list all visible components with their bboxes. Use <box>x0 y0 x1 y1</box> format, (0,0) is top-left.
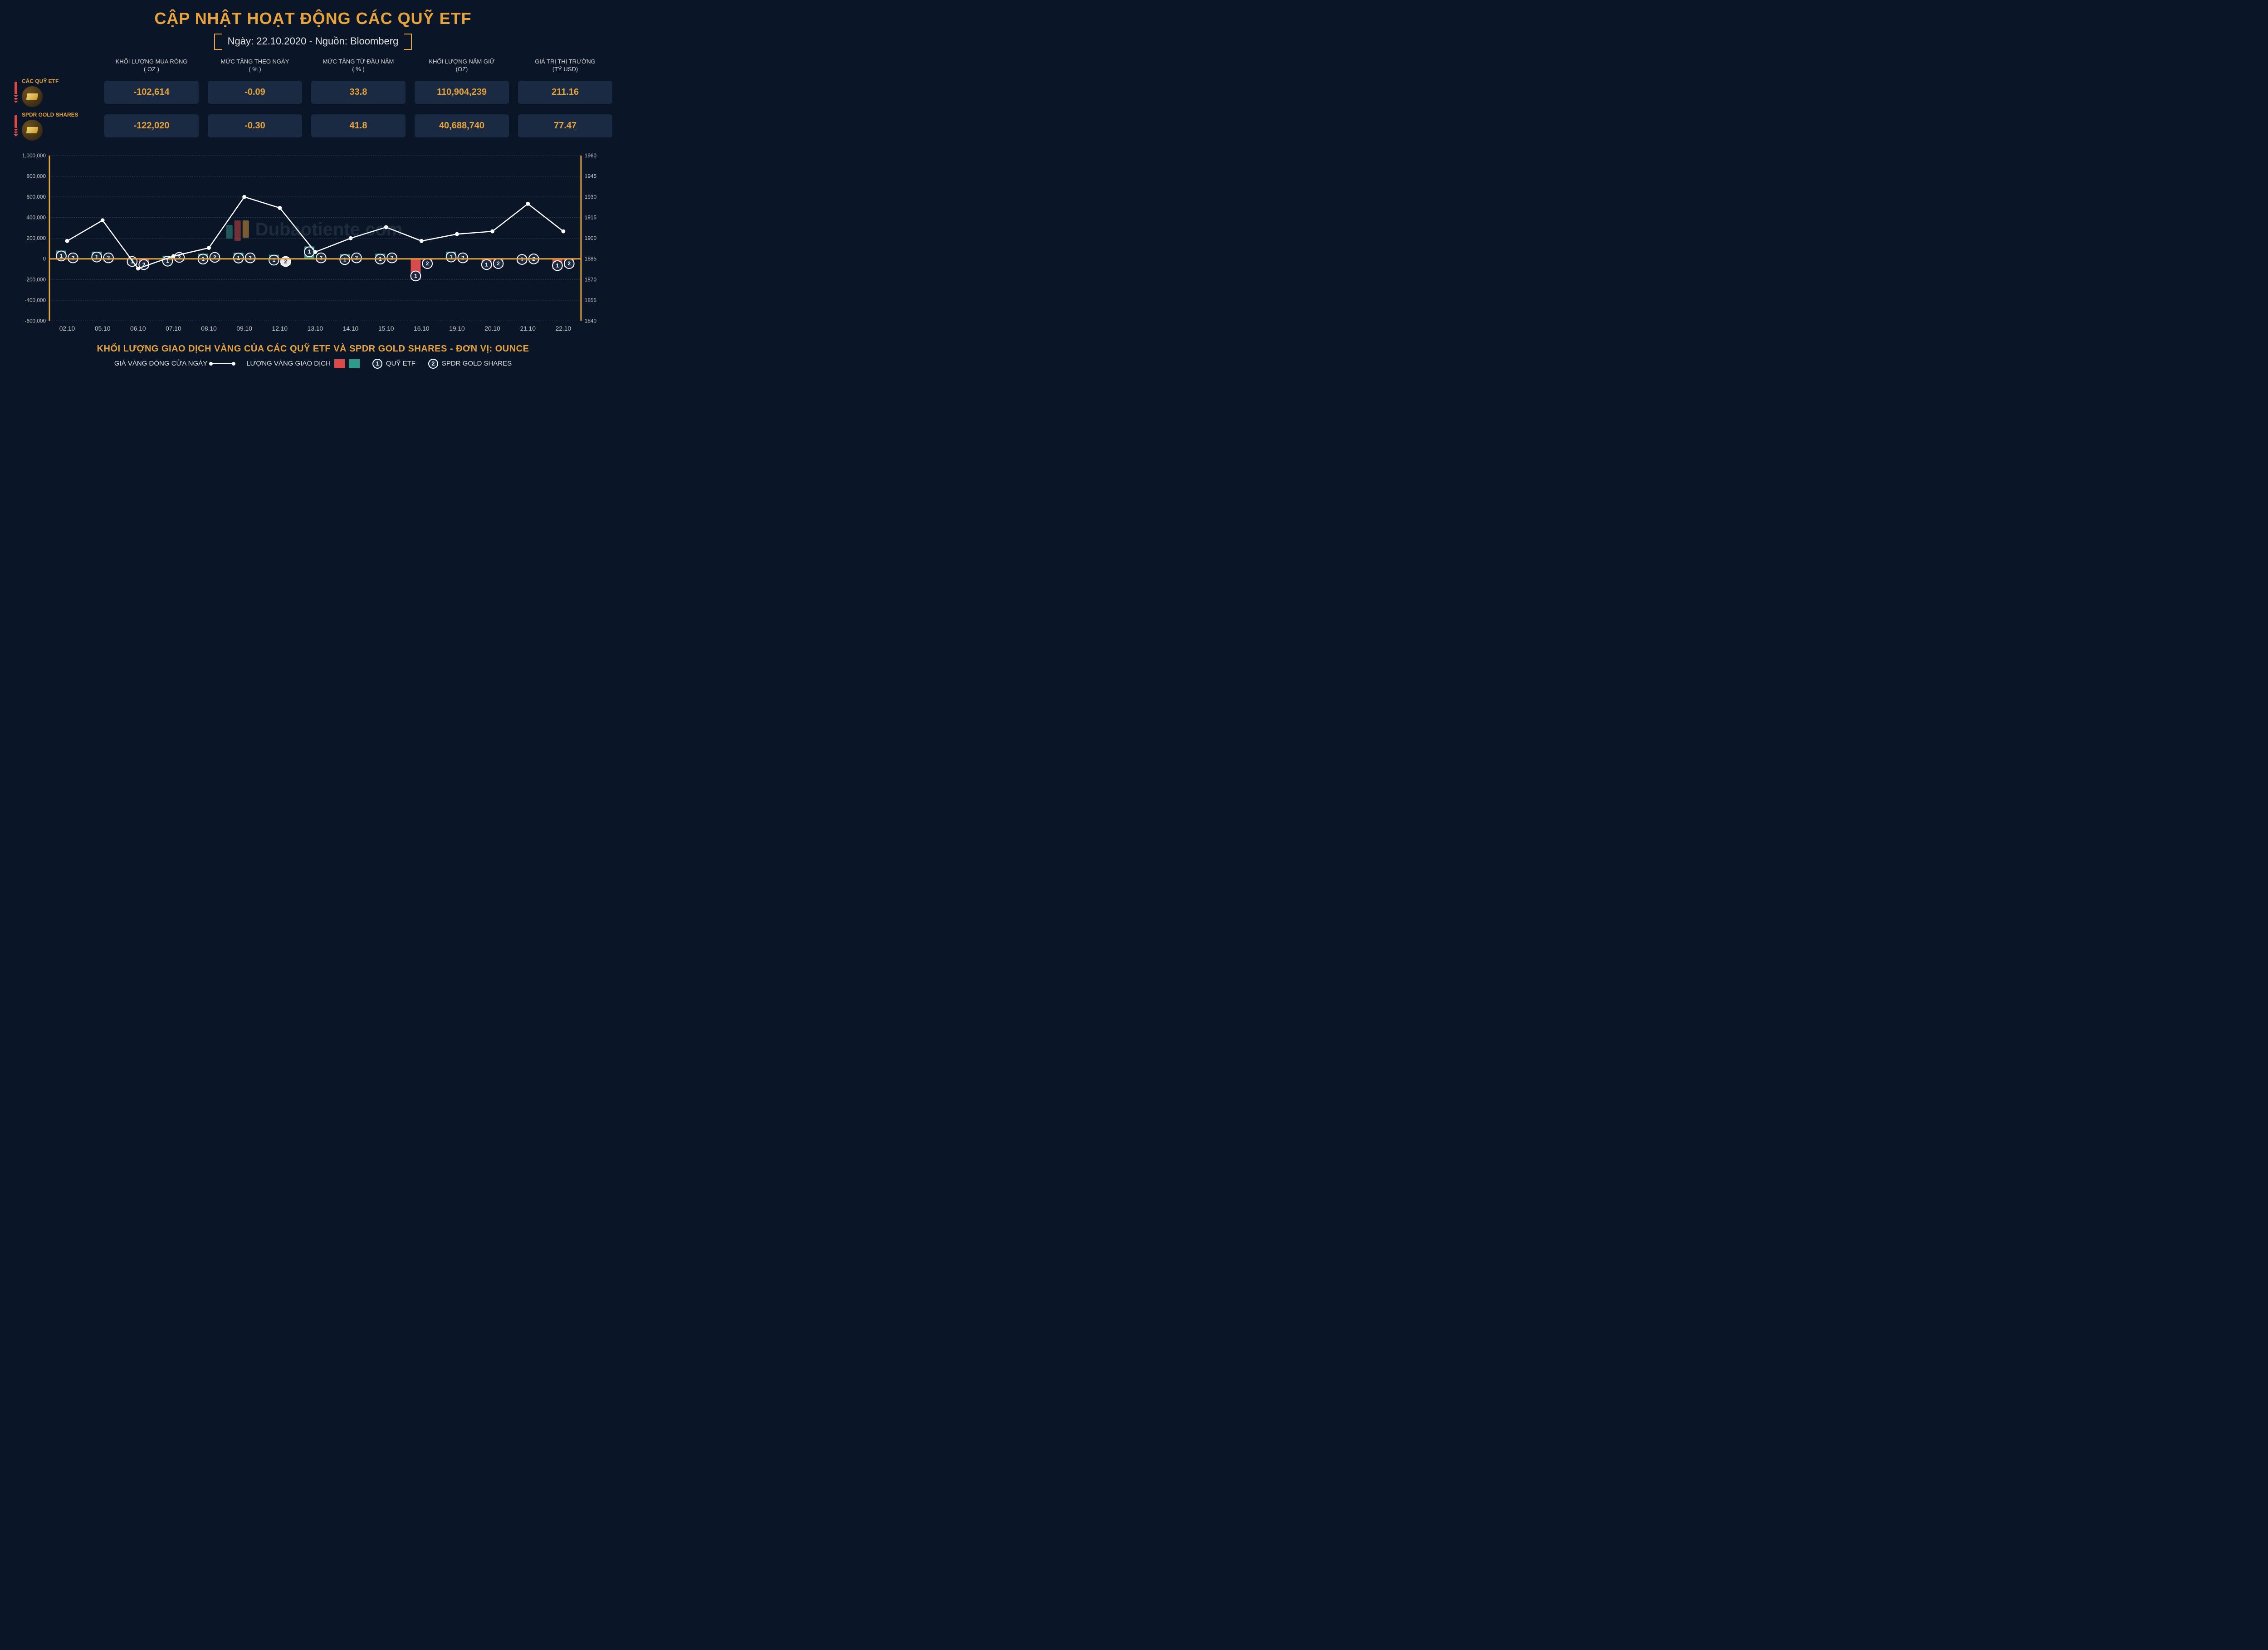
svg-text:-200,000: -200,000 <box>24 276 46 283</box>
trend-down-icon <box>14 82 18 103</box>
metric-1-1: -0.30 <box>208 114 302 137</box>
svg-text:2: 2 <box>355 254 358 261</box>
svg-text:1870: 1870 <box>585 276 597 283</box>
svg-text:1: 1 <box>237 255 240 261</box>
legend-series-2: 2 SPDR GOLD SHARES <box>428 359 512 369</box>
legend-series-1: 1 QUỸ ETF <box>372 359 415 369</box>
svg-text:08.10: 08.10 <box>201 325 217 332</box>
svg-text:1900: 1900 <box>585 235 597 241</box>
svg-text:14.10: 14.10 <box>343 325 359 332</box>
svg-text:-600,000: -600,000 <box>24 317 46 324</box>
col-header-0: KHỐI LƯỢNG MUA RÒNG( OZ ) <box>104 58 199 73</box>
legend-s2-label: SPDR GOLD SHARES <box>442 360 512 367</box>
svg-text:0: 0 <box>43 255 46 262</box>
svg-text:2: 2 <box>107 254 110 261</box>
svg-text:1885: 1885 <box>585 255 597 262</box>
svg-text:1,000,000: 1,000,000 <box>22 152 46 159</box>
metric-0-1: -0.09 <box>208 81 302 104</box>
svg-text:200,000: 200,000 <box>26 235 46 241</box>
gold-bars-icon <box>22 86 43 107</box>
svg-text:21.10: 21.10 <box>520 325 536 332</box>
svg-text:02.10: 02.10 <box>59 325 75 332</box>
legend-volume: LƯỢNG VÀNG GIAO DỊCH <box>246 359 360 368</box>
svg-text:2: 2 <box>213 254 216 260</box>
svg-text:2: 2 <box>249 254 252 261</box>
metric-1-0: -122,020 <box>104 114 199 137</box>
metric-1-4: 77.47 <box>518 114 612 137</box>
legend-price: GIÁ VÀNG ĐÓNG CỬA NGÀY <box>114 360 234 367</box>
legend: GIÁ VÀNG ĐÓNG CỬA NGÀY LƯỢNG VÀNG GIAO D… <box>14 359 612 369</box>
trend-down-icon <box>14 115 18 137</box>
metric-0-3: 110,904,239 <box>415 81 509 104</box>
svg-text:2: 2 <box>391 254 394 261</box>
svg-text:1: 1 <box>343 256 347 263</box>
combo-chart: -600,000 -400,000 -200,000 0 200,000 400,000 6… <box>18 150 608 340</box>
svg-text:2: 2 <box>461 254 464 261</box>
subtitle: Ngày: 22.10.2020 - Nguồn: Bloomberg <box>214 34 412 49</box>
col-header-4: GIÁ TRỊ THỊ TRƯỜNG(TỶ USD) <box>518 58 612 73</box>
metric-1-2: 41.8 <box>311 114 406 137</box>
svg-text:1840: 1840 <box>585 317 597 324</box>
row-label-1: SPDR GOLD SHARES <box>14 112 95 141</box>
svg-text:06.10: 06.10 <box>130 325 146 332</box>
legend-volume-label: LƯỢNG VÀNG GIAO DỊCH <box>246 360 331 367</box>
svg-text:800,000: 800,000 <box>26 173 46 179</box>
svg-text:1: 1 <box>556 262 559 268</box>
svg-text:1: 1 <box>308 249 311 255</box>
swatch-pos-icon <box>349 359 360 368</box>
svg-text:2: 2 <box>426 260 429 267</box>
svg-text:2: 2 <box>497 260 500 267</box>
svg-text:-400,000: -400,000 <box>24 297 46 303</box>
svg-text:2: 2 <box>320 254 323 261</box>
svg-text:1: 1 <box>414 273 417 279</box>
row-title: CÁC QUỸ ETF <box>22 78 59 84</box>
svg-text:2: 2 <box>72 254 75 261</box>
row-title: SPDR GOLD SHARES <box>22 112 78 118</box>
page-title: CẬP NHẬT HOẠT ĐỘNG CÁC QUỸ ETF <box>14 9 612 28</box>
svg-text:1930: 1930 <box>585 194 597 200</box>
subtitle-wrap: Ngày: 22.10.2020 - Nguồn: Bloomberg <box>14 34 612 49</box>
svg-text:05.10: 05.10 <box>95 325 111 332</box>
svg-text:1945: 1945 <box>585 173 597 179</box>
svg-text:12.10: 12.10 <box>272 325 288 332</box>
row-label-0: CÁC QUỸ ETF <box>14 78 95 107</box>
metrics-table: KHỐI LƯỢNG MUA RÒNG( OZ ) MỨC TĂNG THEO N… <box>14 58 612 141</box>
svg-text:1855: 1855 <box>585 297 597 303</box>
chart-caption: KHỐI LƯỢNG GIAO DỊCH VÀNG CỦA CÁC QUỸ ET… <box>14 344 612 354</box>
swatch-neg-icon <box>334 359 345 368</box>
metric-0-2: 33.8 <box>311 81 406 104</box>
svg-text:1: 1 <box>273 257 276 263</box>
svg-text:1: 1 <box>485 261 488 268</box>
svg-text:600,000: 600,000 <box>26 194 46 200</box>
svg-text:15.10: 15.10 <box>378 325 394 332</box>
col-header-3: KHỐI LƯỢNG NẮM GIỮ(OZ) <box>415 58 509 73</box>
svg-text:07.10: 07.10 <box>166 325 181 332</box>
svg-text:09.10: 09.10 <box>236 325 252 332</box>
metric-0-4: 211.16 <box>518 81 612 104</box>
svg-text:16.10: 16.10 <box>414 325 430 332</box>
legend-s1-label: QUỸ ETF <box>386 360 415 367</box>
svg-text:22.10: 22.10 <box>556 325 572 332</box>
svg-text:2: 2 <box>567 260 571 267</box>
col-header-2: MỨC TĂNG TỪ ĐẦU NĂM( % ) <box>311 58 406 73</box>
circle-1-icon: 1 <box>372 359 382 369</box>
circle-2-icon: 2 <box>428 359 438 369</box>
svg-text:1915: 1915 <box>585 214 597 220</box>
svg-text:20.10: 20.10 <box>484 325 500 332</box>
chart-area: Dubaotiente.com -600,000-400,000-200,000… <box>18 150 608 340</box>
svg-text:13.10: 13.10 <box>308 325 323 332</box>
line-icon <box>211 363 234 364</box>
col-header-1: MỨC TĂNG THEO NGÀY( % ) <box>208 58 302 73</box>
svg-text:19.10: 19.10 <box>449 325 465 332</box>
metric-1-3: 40,688,740 <box>415 114 509 137</box>
svg-text:1960: 1960 <box>585 152 597 159</box>
svg-text:1: 1 <box>60 253 63 259</box>
gold-bars-icon <box>22 120 43 141</box>
legend-price-label: GIÁ VÀNG ĐÓNG CỬA NGÀY <box>114 360 207 367</box>
metric-0-0: -102,614 <box>104 81 199 104</box>
svg-text:400,000: 400,000 <box>26 214 46 220</box>
